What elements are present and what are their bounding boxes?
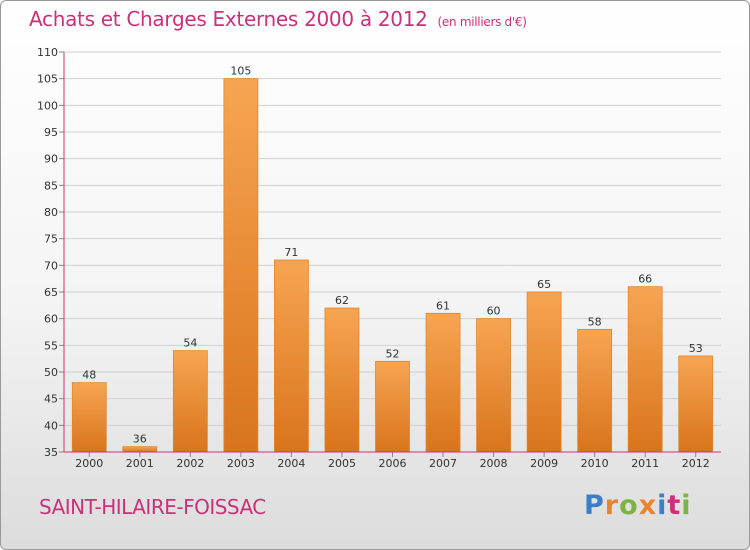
bar bbox=[425, 312, 461, 453]
bar bbox=[223, 78, 259, 453]
data-label: 66 bbox=[638, 273, 652, 286]
data-label: 60 bbox=[487, 305, 501, 318]
data-label: 61 bbox=[436, 299, 450, 312]
bar bbox=[627, 286, 663, 453]
axes bbox=[59, 51, 721, 457]
data-label: 62 bbox=[335, 294, 349, 307]
unit-label: (en milliers d'€) bbox=[437, 15, 527, 29]
y-tick-label: 95 bbox=[44, 126, 58, 139]
chart-title: Achats et Charges Externes 2000 à 2012 (e… bbox=[29, 7, 527, 31]
bar bbox=[526, 291, 562, 453]
bar bbox=[476, 318, 511, 453]
data-label: 36 bbox=[133, 433, 147, 446]
logo-letter: i bbox=[657, 490, 668, 521]
x-tick-label: 2008 bbox=[480, 457, 508, 470]
y-tick-label: 45 bbox=[44, 393, 58, 406]
bar bbox=[71, 382, 107, 453]
y-tick-label: 35 bbox=[44, 446, 58, 459]
bar bbox=[274, 259, 309, 453]
bar bbox=[172, 350, 208, 453]
y-tick-label: 80 bbox=[44, 206, 58, 219]
bar bbox=[375, 360, 410, 453]
bars bbox=[71, 78, 714, 453]
x-tick-label: 2004 bbox=[277, 457, 305, 470]
bar bbox=[577, 328, 613, 453]
bar bbox=[324, 307, 360, 453]
data-label: 54 bbox=[183, 337, 197, 350]
x-tick-label: 2006 bbox=[379, 457, 407, 470]
y-tick-label: 100 bbox=[37, 99, 58, 112]
x-tick-label: 2010 bbox=[581, 457, 609, 470]
y-tick-label: 55 bbox=[44, 339, 58, 352]
proxiti-logo[interactable]: Proxiti bbox=[584, 490, 692, 521]
x-tick-label: 2003 bbox=[227, 457, 255, 470]
y-tick-label: 40 bbox=[44, 419, 58, 432]
data-label: 105 bbox=[230, 65, 251, 78]
y-tick-label: 65 bbox=[44, 286, 58, 299]
data-label: 52 bbox=[386, 347, 400, 360]
y-tick-label: 105 bbox=[37, 73, 58, 86]
x-tick-label: 2007 bbox=[429, 457, 457, 470]
logo-letter: P bbox=[584, 490, 605, 521]
data-label: 58 bbox=[588, 315, 602, 328]
bar bbox=[678, 355, 714, 453]
x-tick-label: 2001 bbox=[126, 457, 154, 470]
x-tick-label: 2005 bbox=[328, 457, 356, 470]
logo-letter: x bbox=[638, 490, 658, 521]
data-label: 53 bbox=[689, 342, 703, 355]
x-tick-label: 2000 bbox=[75, 457, 103, 470]
logo-letter: t bbox=[667, 490, 682, 521]
title-text: Achats et Charges Externes 2000 à 2012 bbox=[29, 7, 428, 31]
logo-letter: i bbox=[681, 490, 692, 521]
labels: 35 40 45 50 55 60 65 70 75 80 85 90 95 100 105 110 48 200… bbox=[37, 46, 710, 470]
y-tick-label: 90 bbox=[44, 153, 58, 166]
logo-letter: o bbox=[619, 490, 639, 521]
y-tick-label: 60 bbox=[44, 313, 58, 326]
x-tick-label: 2002 bbox=[176, 457, 204, 470]
y-tick-label: 75 bbox=[44, 233, 58, 246]
y-tick-label: 50 bbox=[44, 366, 58, 379]
data-label: 65 bbox=[537, 278, 551, 291]
y-tick-label: 70 bbox=[44, 259, 58, 272]
data-label: 48 bbox=[82, 369, 96, 382]
x-tick-label: 2009 bbox=[530, 457, 558, 470]
x-tick-label: 2012 bbox=[682, 457, 710, 470]
bar bbox=[122, 446, 158, 453]
y-tick-label: 110 bbox=[37, 46, 58, 59]
y-tick-label: 85 bbox=[44, 179, 58, 192]
commune-name: SAINT-HILAIRE-FOISSAC bbox=[39, 495, 266, 519]
x-tick-label: 2011 bbox=[631, 457, 659, 470]
data-label: 71 bbox=[284, 246, 298, 259]
logo-letter: r bbox=[604, 490, 620, 521]
